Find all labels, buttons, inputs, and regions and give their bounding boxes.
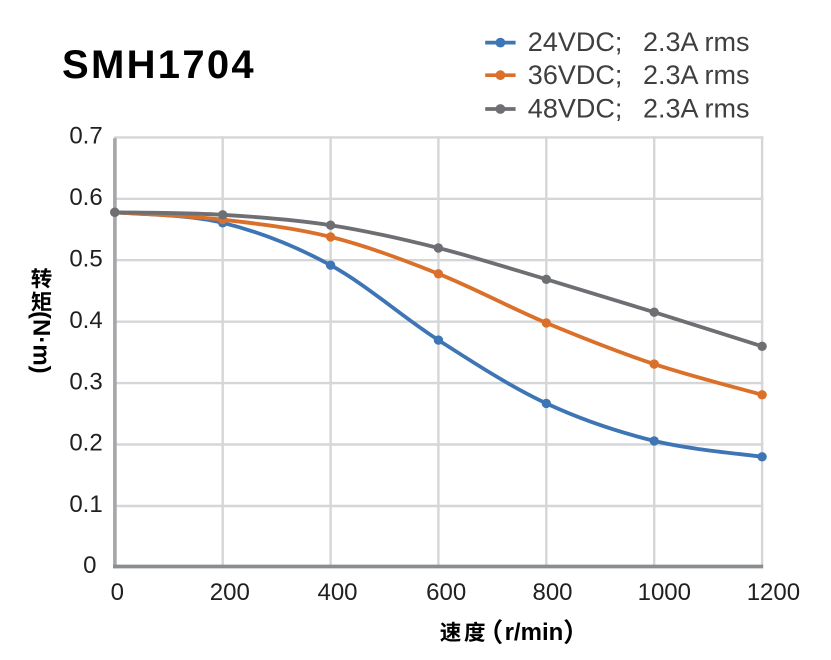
svg-text:36VDC;: 36VDC; bbox=[528, 60, 623, 90]
svg-text:0.4: 0.4 bbox=[69, 307, 102, 334]
svg-text:2.3A rms: 2.3A rms bbox=[643, 27, 750, 57]
svg-text:800: 800 bbox=[532, 579, 572, 606]
svg-text:0: 0 bbox=[83, 552, 96, 579]
svg-text:400: 400 bbox=[317, 579, 357, 606]
svg-text:r/min: r/min bbox=[505, 619, 564, 646]
svg-text:24VDC;: 24VDC; bbox=[528, 27, 623, 57]
svg-text:2.3A rms: 2.3A rms bbox=[643, 94, 750, 124]
svg-text:0: 0 bbox=[111, 579, 124, 606]
svg-text:200: 200 bbox=[210, 579, 250, 606]
svg-text:0.5: 0.5 bbox=[69, 245, 102, 272]
svg-text:2.3A rms: 2.3A rms bbox=[643, 60, 750, 90]
svg-text:0.3: 0.3 bbox=[69, 368, 102, 395]
svg-text:1000: 1000 bbox=[638, 579, 691, 606]
svg-text:0.7: 0.7 bbox=[69, 123, 102, 150]
svg-text:SMH1704: SMH1704 bbox=[62, 43, 256, 87]
svg-text:0.6: 0.6 bbox=[69, 184, 102, 211]
svg-text:0.2: 0.2 bbox=[69, 430, 102, 457]
svg-text:48VDC;: 48VDC; bbox=[528, 94, 623, 124]
svg-text:1200: 1200 bbox=[747, 579, 800, 606]
svg-text:(N·m): (N·m) bbox=[28, 311, 55, 374]
svg-text:600: 600 bbox=[426, 579, 466, 606]
svg-text:0.1: 0.1 bbox=[69, 491, 102, 518]
